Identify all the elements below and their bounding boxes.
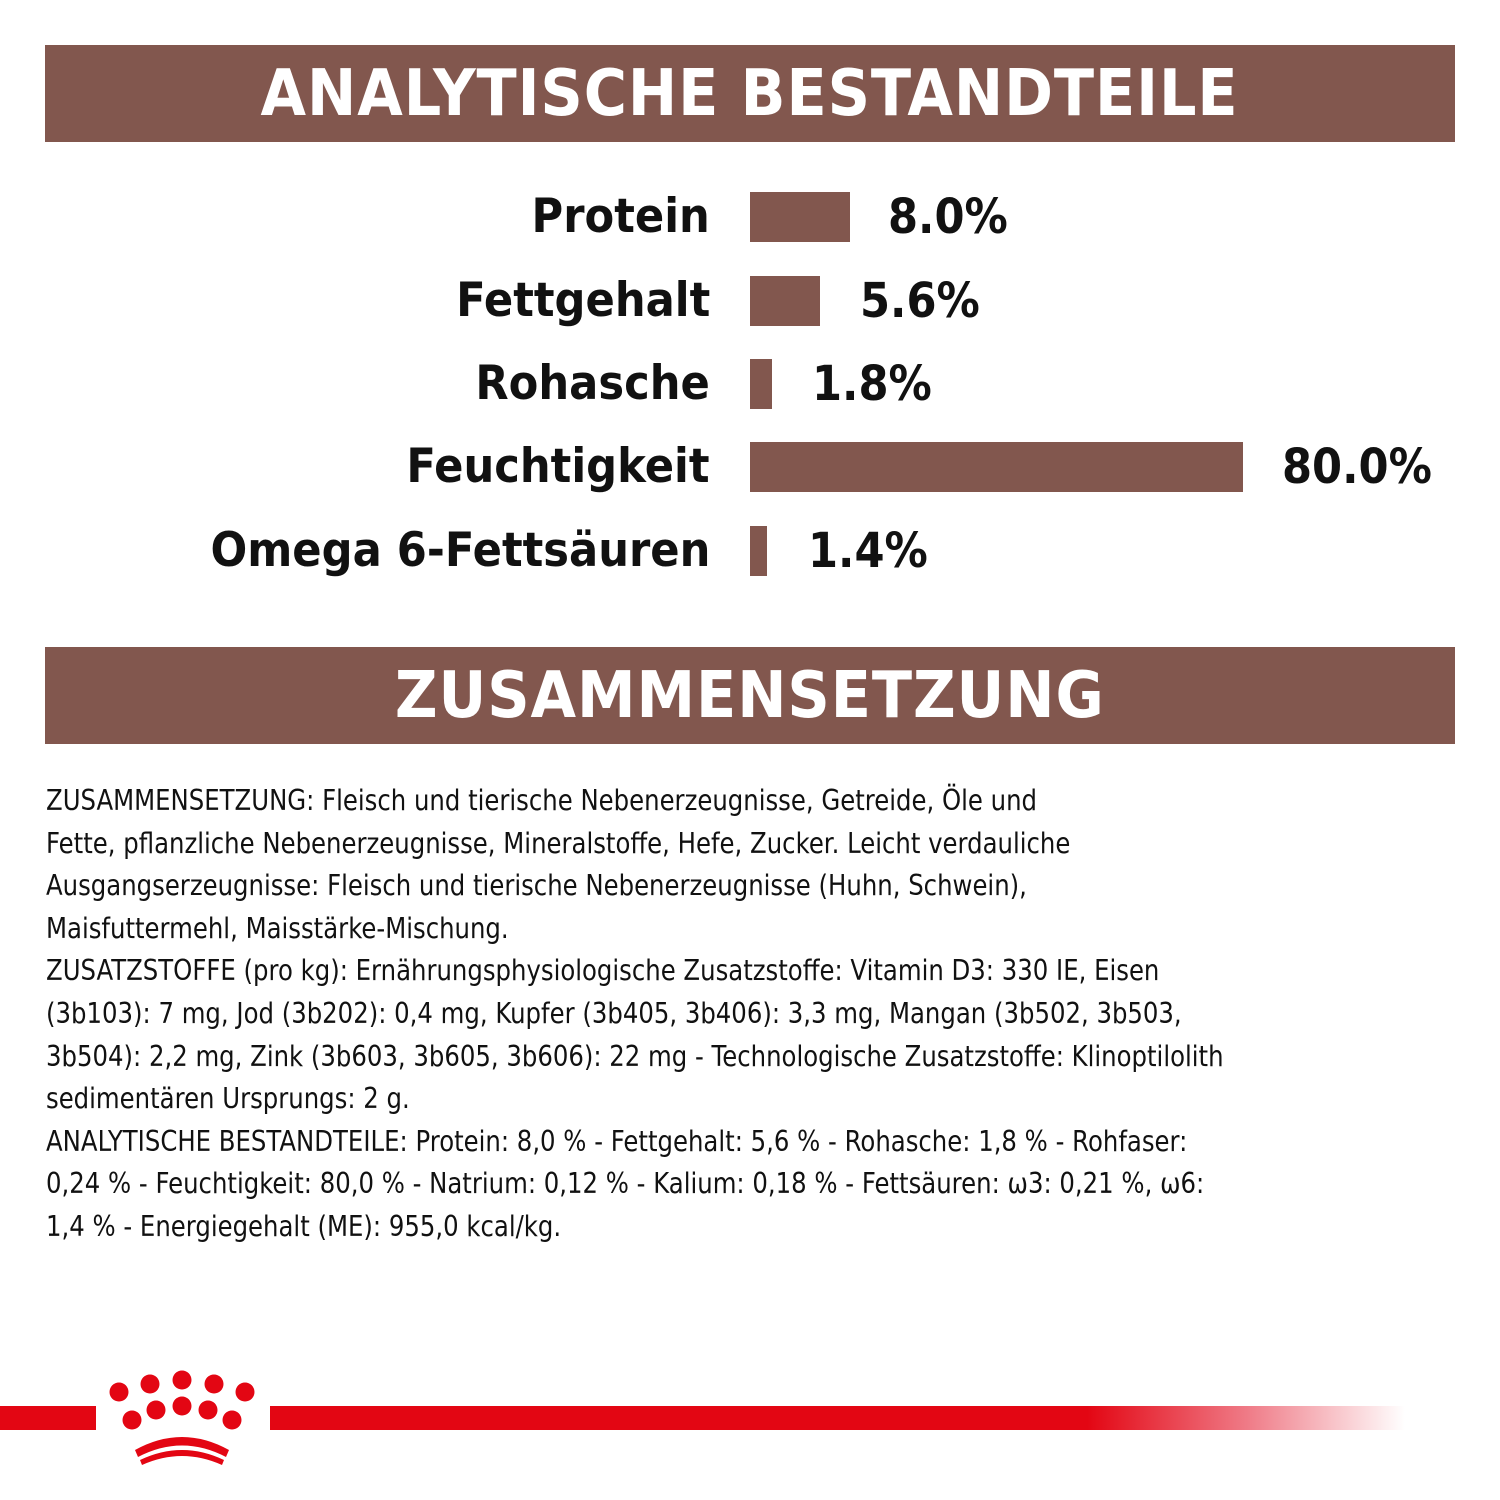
text-line: sedimentären Ursprungs: 2 g. [46,1082,410,1116]
bar-value: 8.0% [888,189,1008,245]
bar-value: 5.6% [860,273,980,329]
bar-value: 1.8% [812,356,932,412]
text-line: Ausgangserzeugnisse: Fleisch und tierisc… [46,869,1027,903]
header-composition-title: ZUSAMMENSETZUNG [395,658,1105,733]
text-line: 0,24 % - Feuchtigkeit: 80,0 % - Natrium:… [46,1167,1205,1201]
text-line: ANALYTISCHE BESTANDTEILE: Protein: 8,0 %… [46,1124,1188,1158]
bar-label: Protein [531,189,710,244]
header-composition-band: ZUSAMMENSETZUNG [45,647,1455,744]
bar-label: Fettgehalt [455,273,710,328]
bar-row-feuchtigkeit: Feuchtigkeit 80.0% [0,439,1500,495]
text-line: (3b103): 7 mg, Jod (3b202): 0,4 mg, Kupf… [46,996,1182,1030]
text-line: ZUSAMMENSETZUNG: Fleisch und tierische N… [46,784,1038,817]
bar-value: 80.0% [1282,439,1432,495]
bar-row-omega6: Omega 6-Fettsäuren 1.4% [0,523,1500,579]
bar-label: Omega 6-Fettsäuren [210,523,710,578]
header-analytic-title: ANALYTISCHE BESTANDTEILE [260,56,1240,131]
header-analytic-band: ANALYTISCHE BESTANDTEILE [45,45,1455,142]
bar-value: 1.4% [808,523,928,579]
bar-row-protein: Protein 8.0% [0,189,1500,245]
footer-red-line-left [0,1406,96,1430]
bar-row-fettgehalt: Fettgehalt 5.6% [0,273,1500,329]
bar-row-rohasche: Rohasche 1.8% [0,356,1500,412]
text-line: Fette, pflanzliche Nebenerzeugnisse, Min… [46,826,1071,860]
bar [750,526,767,576]
bar [750,359,772,409]
bar-label: Feuchtigkeit [406,439,710,494]
text-line: ZUSATZSTOFFE (pro kg): Ernährungsphysiol… [46,954,1160,988]
text-line: 3b504): 2,2 mg, Zink (3b603, 3b605, 3b60… [46,1039,1224,1073]
footer-red-line-right [270,1406,1405,1430]
bar [750,276,820,326]
text-line: Maisfuttermehl, Maisstärke-Mischung. [46,911,509,945]
bar-label: Rohasche [475,356,710,411]
composition-text: ZUSAMMENSETZUNG: Fleisch und tierische N… [46,780,1426,1249]
text-line: 1,4 % - Energiegehalt (ME): 955,0 kcal/k… [46,1209,562,1243]
bar [750,192,850,242]
crown-icon [109,1370,255,1465]
bar [750,442,1243,492]
